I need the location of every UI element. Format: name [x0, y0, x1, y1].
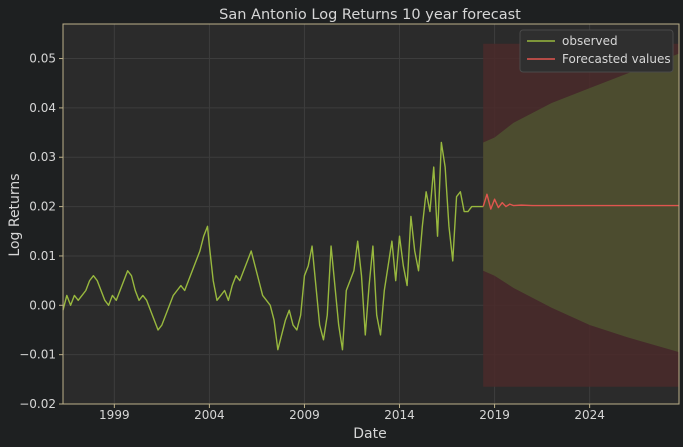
- y-tick-label: −0.02: [19, 397, 56, 411]
- x-tick-label: 2024: [574, 408, 605, 422]
- x-tick-label: 1999: [99, 408, 130, 422]
- y-tick-label: 0.00: [29, 298, 56, 312]
- series-lines: [62, 141, 679, 351]
- confidence-bands: [483, 43, 679, 387]
- y-tick-label: 0.01: [29, 249, 56, 263]
- y-tick-label: 0.05: [29, 52, 56, 66]
- x-tick-label: 2014: [384, 408, 415, 422]
- x-tick-label: 2019: [479, 408, 510, 422]
- legend-label-observed: observed: [562, 34, 618, 48]
- y-tick-label: 0.03: [29, 150, 56, 164]
- confidence-band-1: [483, 53, 679, 353]
- y-tick-label: 0.02: [29, 200, 56, 214]
- chart-title: San Antonio Log Returns 10 year forecast: [219, 7, 521, 23]
- axis-ticks: 1999 2004 2009 2014 2019 2024 −0.02 −0.01 0.00 0.…: [19, 52, 605, 422]
- series-line-1: [482, 193, 679, 210]
- y-tick-label: 0.04: [29, 101, 56, 115]
- legend: observed Forecasted values: [519, 29, 674, 73]
- legend-label-forecast: Forecasted values: [562, 52, 671, 66]
- x-tick-label: 2004: [194, 408, 225, 422]
- y-tick-label: −0.01: [19, 348, 56, 362]
- legend-box: [519, 29, 674, 73]
- plot-frame: [62, 23, 680, 405]
- series-line-0: [62, 141, 484, 351]
- x-axis-label: Date: [353, 426, 386, 442]
- x-tick-label: 2009: [289, 408, 320, 422]
- y-axis-label: Log Returns: [7, 173, 23, 256]
